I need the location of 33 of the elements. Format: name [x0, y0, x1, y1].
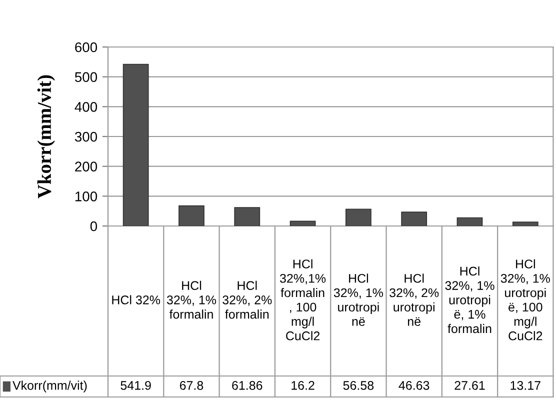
bar — [345, 208, 372, 226]
y-tick-label: 600 — [75, 42, 98, 52]
bar — [122, 64, 149, 226]
x-tick-label: HCl 32%,1% formalin , 100 mg/l CuCl2 — [280, 259, 326, 340]
y-tick-label: 500 — [74, 72, 98, 82]
x-tick-label: HCl 32% — [112, 295, 160, 304]
y-tick-label: 300 — [74, 132, 98, 142]
x-tick-label: HCl 32%, 1% formalin — [166, 280, 216, 319]
data-label: 13.17 — [510, 381, 540, 390]
x-tick-label: HCl 32%, 2% urotropi në — [390, 274, 439, 326]
bar — [512, 222, 538, 226]
bar — [290, 220, 316, 226]
data-label: 67.8 — [180, 381, 204, 390]
x-tick-label: HCl 32%, 2% formalin — [222, 280, 272, 319]
data-label: 46.63 — [398, 381, 430, 390]
bar — [401, 212, 428, 226]
bar — [234, 207, 260, 226]
y-axis-title: Vkorr(mm/vit) — [37, 75, 55, 198]
y-tick-label: 200 — [75, 162, 98, 172]
data-label: 56.58 — [343, 381, 374, 390]
y-tick-label: 400 — [74, 102, 98, 112]
bar — [178, 205, 204, 226]
x-tick-label: HCl 32%, 1% urotropi në — [334, 274, 384, 326]
data-label: 16.2 — [292, 381, 314, 390]
bar — [456, 217, 483, 226]
data-label: 27.61 — [454, 381, 485, 390]
x-tick-label: HCl 32%, 1% urotropi ë, 100 mg/l CuCl2 — [500, 259, 550, 340]
y-tick-label: 100 — [75, 192, 98, 202]
data-label: 61.86 — [232, 381, 262, 390]
legend-label: Vkorr(mm/vit) — [12, 380, 87, 392]
y-tick-label: 0 — [90, 221, 98, 232]
data-label: 541.9 — [120, 381, 151, 390]
x-tick-label: HCl 32%, 1% urotropi ë, 1% formalin — [445, 266, 494, 334]
